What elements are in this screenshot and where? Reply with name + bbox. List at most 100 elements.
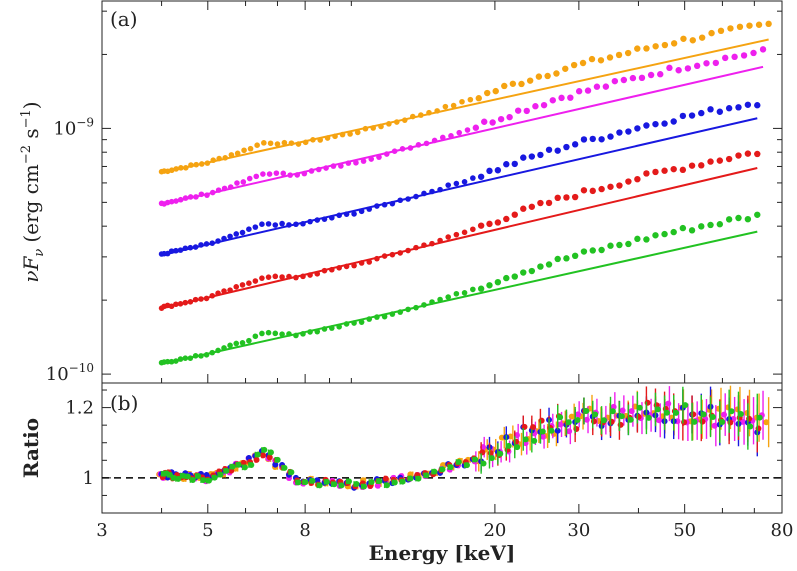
data-point-blue — [203, 241, 210, 247]
ratio-point-green — [463, 462, 470, 469]
data-point-green — [198, 353, 204, 359]
ratio-point-green — [175, 475, 182, 482]
data-point-blue — [571, 141, 579, 148]
data-point-orange — [274, 141, 281, 147]
ratio-point-magenta — [656, 417, 663, 424]
data-point-blue — [293, 221, 299, 228]
data-point-orange — [347, 131, 353, 137]
data-point-green — [598, 246, 605, 254]
data-point-green — [336, 323, 342, 330]
data-point-green — [754, 211, 761, 218]
data-point-orange — [708, 29, 715, 37]
data-point-green — [221, 345, 227, 351]
model-line-blue — [161, 117, 758, 257]
data-point-orange — [247, 145, 254, 152]
data-point-magenta — [308, 168, 315, 174]
ratio-point-magenta — [610, 403, 617, 410]
data-point-red — [168, 303, 175, 310]
ratio-point-green — [309, 477, 316, 484]
ylabel-nu-sub: ν — [32, 249, 47, 257]
data-point-orange — [401, 117, 408, 123]
data-point-green — [389, 311, 396, 317]
data-point-red — [286, 273, 292, 280]
data-point-magenta — [750, 49, 757, 57]
data-point-blue — [616, 129, 623, 136]
data-point-red — [246, 280, 252, 286]
data-point-blue — [374, 203, 380, 209]
data-point-orange — [442, 103, 449, 110]
data-point-orange — [241, 147, 247, 154]
panel-b-x-ticks: 3 5 8 20 30 50 80 — [96, 504, 793, 541]
data-point-orange — [216, 155, 222, 162]
data-point-green — [209, 349, 216, 356]
ratio-point-red — [608, 418, 615, 425]
ratio-point-green — [399, 478, 406, 485]
ratio-point-green — [636, 404, 643, 411]
data-point-green — [625, 240, 632, 248]
ratio-point-green — [747, 423, 754, 430]
data-point-orange — [467, 96, 474, 103]
data-point-magenta — [489, 119, 496, 126]
data-point-orange — [746, 22, 753, 29]
data-point-orange — [450, 102, 457, 109]
data-point-orange — [302, 139, 309, 146]
data-point-green — [563, 255, 570, 262]
data-point-magenta — [240, 179, 247, 185]
data-point-blue — [397, 197, 404, 204]
data-point-blue — [286, 222, 292, 228]
data-point-orange — [765, 20, 772, 28]
data-point-magenta — [523, 107, 530, 115]
ratio-point-green — [241, 464, 248, 471]
data-point-orange — [310, 136, 316, 143]
ratio-point-red — [617, 421, 624, 428]
data-point-green — [227, 342, 233, 349]
ratio-point-green — [223, 467, 230, 474]
data-point-magenta — [712, 59, 720, 67]
data-point-green — [470, 286, 476, 293]
data-point-red — [461, 229, 468, 236]
y-tick-label: 1 — [83, 468, 94, 489]
data-point-blue — [494, 167, 502, 174]
data-point-blue — [554, 147, 561, 154]
data-point-green — [203, 351, 210, 358]
data-point-green — [486, 282, 493, 289]
panel-b-label: (b) — [110, 391, 138, 415]
data-point-orange — [670, 40, 678, 47]
ratio-point-green — [338, 482, 345, 489]
ratio-point-magenta — [583, 416, 590, 423]
data-point-magenta — [301, 170, 308, 177]
data-point-orange — [354, 129, 361, 136]
ratio-point-green — [281, 464, 288, 471]
data-point-green — [279, 331, 285, 337]
ratio-point-red — [755, 425, 762, 432]
data-point-green — [405, 306, 411, 313]
data-point-green — [252, 333, 259, 340]
ratio-point-green — [295, 479, 302, 486]
data-point-red — [520, 205, 527, 212]
ratio-point-orange — [498, 434, 505, 441]
data-point-red — [215, 290, 221, 297]
ratio-point-red — [487, 450, 494, 457]
ratio-point-green — [601, 417, 608, 424]
ratio-point-green — [217, 471, 224, 478]
ratio-point-green — [345, 478, 352, 485]
data-point-orange — [281, 139, 288, 146]
data-point-green — [168, 358, 175, 365]
data-point-magenta — [168, 198, 175, 205]
data-point-magenta — [287, 172, 294, 178]
panel-b-frame — [101, 382, 783, 514]
panel-a-label: (a) — [110, 7, 138, 31]
data-point-orange — [288, 140, 295, 146]
data-point-magenta — [280, 170, 287, 177]
data-point-blue — [744, 101, 752, 108]
data-point-magenta — [399, 146, 406, 152]
data-point-red — [187, 299, 194, 305]
data-point-orange — [370, 125, 376, 131]
data-point-red — [233, 284, 240, 290]
ratio-point-green — [229, 463, 236, 470]
data-point-blue — [265, 221, 272, 227]
data-point-magenta — [431, 137, 438, 144]
ratio-point-magenta — [557, 421, 564, 428]
data-point-magenta — [360, 158, 367, 164]
